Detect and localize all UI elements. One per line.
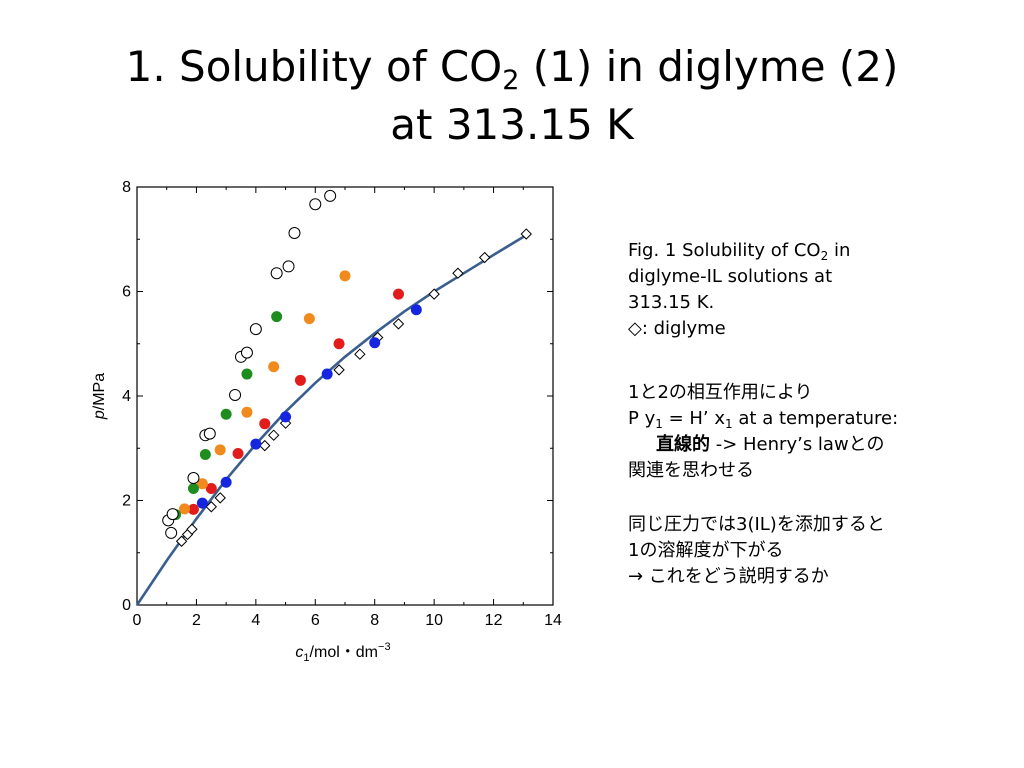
series-circle-open xyxy=(162,189,337,539)
spacer xyxy=(628,342,988,370)
x-tick-label: 0 xyxy=(133,612,142,629)
open-circle-point xyxy=(187,472,200,485)
spacer xyxy=(628,370,988,380)
diglyme-point xyxy=(354,348,366,360)
diglyme-point xyxy=(267,429,280,441)
blue-point xyxy=(280,411,292,423)
note-solubility-decrease: 1の溶解度が下がる xyxy=(628,540,784,561)
diglyme-point xyxy=(452,267,464,279)
orange-point xyxy=(179,503,191,515)
notes-panel: Fig. 1 Solubility of CO2 in diglyme-IL s… xyxy=(628,238,988,590)
red-point xyxy=(333,338,345,350)
y-tick-label: 0 xyxy=(122,597,131,614)
diglyme-point xyxy=(205,501,217,513)
x-tick-label: 8 xyxy=(370,612,379,629)
caption-line1: Fig. 1 Solubility of CO2 in xyxy=(628,240,851,263)
note-same-pressure: 同じ圧力では3(IL)を添加すると xyxy=(628,514,885,535)
x-axis-label: c1/mol・dm−3 xyxy=(295,641,390,664)
diglyme-fit-curve xyxy=(135,233,527,606)
diglyme-point xyxy=(478,251,491,264)
orange-point xyxy=(268,361,280,373)
diglyme-point xyxy=(186,523,198,535)
x-tick-label: 2 xyxy=(192,612,201,629)
green-point xyxy=(271,311,283,323)
green-point xyxy=(220,408,232,420)
open-circle-point xyxy=(229,388,242,401)
blue-point xyxy=(250,438,262,450)
caption-line3: 313.15 K. xyxy=(628,292,715,313)
series-circle-filled-green xyxy=(170,311,283,521)
slide-title: 1. Solubility of CO2 (1) in diglyme (2) … xyxy=(40,38,984,154)
open-circle-point xyxy=(165,526,178,539)
y-axis-label: p/MPa xyxy=(91,373,108,420)
blue-point xyxy=(321,368,333,380)
x-tick-label: 4 xyxy=(251,612,260,629)
diglyme-point xyxy=(333,364,345,376)
open-circle-point xyxy=(203,427,216,440)
series-circle-filled-blue xyxy=(196,304,422,509)
open-circle-point xyxy=(249,323,262,336)
diglyme-point xyxy=(175,535,188,547)
title-line1: 1. Solubility of CO2 (1) in diglyme (2) xyxy=(125,42,899,96)
diglyme-point xyxy=(214,492,226,504)
y-tick-label: 6 xyxy=(122,284,131,301)
open-circle-point xyxy=(270,267,283,280)
open-circle-point xyxy=(309,198,322,211)
spacer xyxy=(628,484,988,512)
blue-point xyxy=(410,304,422,316)
x-tick-label: 10 xyxy=(425,612,443,629)
diglyme-point xyxy=(428,288,440,300)
orange-point xyxy=(303,313,315,325)
orange-point xyxy=(196,478,208,490)
red-point xyxy=(187,503,199,515)
note-equation: P y1 = H’ x1 at a temperature: xyxy=(628,408,899,431)
orange-point xyxy=(241,406,253,418)
x-tick-label: 6 xyxy=(311,612,320,629)
blue-point xyxy=(196,497,208,509)
red-point xyxy=(205,482,217,494)
note-henry: 関連を思わせる xyxy=(628,460,754,481)
x-tick-label: 14 xyxy=(544,612,562,629)
red-point xyxy=(259,418,271,430)
blue-point xyxy=(220,476,232,488)
title-line2: at 313.15 K xyxy=(390,100,634,149)
x-tick-label: 12 xyxy=(485,612,503,629)
green-point xyxy=(241,368,253,380)
open-circle-point xyxy=(282,260,295,273)
note-question: → これをどう説明するか xyxy=(628,566,829,587)
green-point xyxy=(199,449,211,461)
caption-line4: ◇: diglyme xyxy=(628,318,726,339)
red-point xyxy=(392,288,404,300)
series-diamond xyxy=(175,228,532,547)
diglyme-point xyxy=(392,318,405,330)
diglyme-point xyxy=(520,228,532,240)
red-point xyxy=(232,447,244,459)
orange-point xyxy=(214,444,226,456)
caption-line2: diglyme-IL solutions at xyxy=(628,266,833,287)
red-point xyxy=(294,374,306,386)
green-point xyxy=(187,482,199,494)
plot-frame xyxy=(136,186,554,606)
diglyme-point xyxy=(259,439,271,452)
open-circle-point xyxy=(240,346,253,359)
note-linear: 直線的 -> Henry’s lawとの xyxy=(656,434,885,455)
blue-point xyxy=(369,337,381,349)
open-circle-point xyxy=(324,189,337,202)
open-circle-point xyxy=(166,508,179,521)
note-interaction: 1と2の相互作用により xyxy=(628,382,813,403)
orange-point xyxy=(339,270,351,282)
y-tick-label: 4 xyxy=(122,388,131,405)
y-tick-label: 8 xyxy=(122,179,131,196)
series-circle-filled-red xyxy=(187,288,404,515)
series-circle-filled-orange xyxy=(179,270,351,515)
y-tick-label: 2 xyxy=(122,493,131,510)
open-circle-point xyxy=(288,226,301,239)
